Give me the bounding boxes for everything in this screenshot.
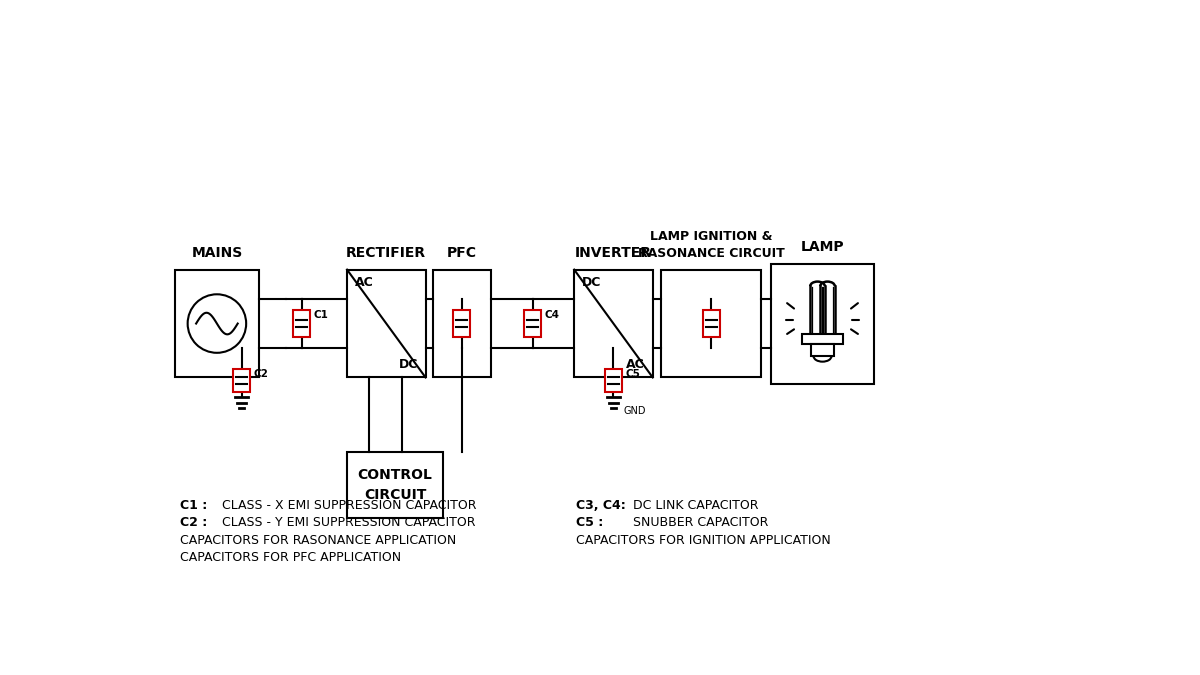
Text: CLASS - X EMI SUPPRESSION CAPACITOR: CLASS - X EMI SUPPRESSION CAPACITOR — [218, 499, 476, 512]
Bar — [524, 310, 541, 338]
Text: CAPACITORS FOR IGNITION APPLICATION: CAPACITORS FOR IGNITION APPLICATION — [576, 534, 832, 547]
Text: CLASS - Y EMI SUPPRESSION CAPACITOR: CLASS - Y EMI SUPPRESSION CAPACITOR — [218, 516, 476, 529]
Text: DC: DC — [582, 276, 601, 289]
Bar — [347, 269, 426, 377]
Text: GND: GND — [624, 406, 646, 416]
Bar — [811, 344, 834, 356]
Text: C4: C4 — [544, 310, 559, 320]
Text: CAPACITORS FOR RASONANCE APPLICATION: CAPACITORS FOR RASONANCE APPLICATION — [180, 534, 456, 547]
Text: LAMP: LAMP — [800, 240, 845, 254]
Text: C2: C2 — [253, 369, 268, 379]
Text: CONTROL
CIRCUIT: CONTROL CIRCUIT — [358, 468, 433, 502]
Text: MAINS: MAINS — [191, 246, 242, 260]
Bar — [347, 452, 443, 518]
Bar — [770, 264, 875, 383]
Text: C5 :: C5 : — [576, 516, 604, 529]
Text: INVERTER: INVERTER — [575, 246, 652, 260]
Text: C1 :: C1 : — [180, 499, 208, 512]
Text: C3, C4:: C3, C4: — [576, 499, 626, 512]
Text: CAPACITORS FOR PFC APPLICATION: CAPACITORS FOR PFC APPLICATION — [180, 551, 401, 564]
Text: C2 :: C2 : — [180, 516, 208, 529]
Bar — [605, 369, 622, 392]
Bar — [174, 269, 259, 377]
Text: AC: AC — [626, 358, 646, 371]
Text: RECTIFIER: RECTIFIER — [347, 246, 426, 260]
Bar — [454, 310, 470, 338]
Text: C5: C5 — [625, 369, 640, 379]
Text: DC: DC — [398, 358, 418, 371]
Bar — [432, 269, 491, 377]
Text: C1: C1 — [313, 310, 328, 320]
Bar — [703, 310, 720, 338]
Bar — [803, 334, 842, 344]
Bar — [661, 269, 761, 377]
Text: PFC: PFC — [446, 246, 476, 260]
Text: AC: AC — [355, 276, 373, 289]
Bar — [574, 269, 653, 377]
Text: SNUBBER CAPACITOR: SNUBBER CAPACITOR — [629, 516, 768, 529]
Bar — [293, 310, 310, 338]
Text: LAMP IGNITION &
RASONANCE CIRCUIT: LAMP IGNITION & RASONANCE CIRCUIT — [638, 230, 785, 260]
Text: DC LINK CAPACITOR: DC LINK CAPACITOR — [629, 499, 758, 512]
Bar — [233, 369, 250, 392]
